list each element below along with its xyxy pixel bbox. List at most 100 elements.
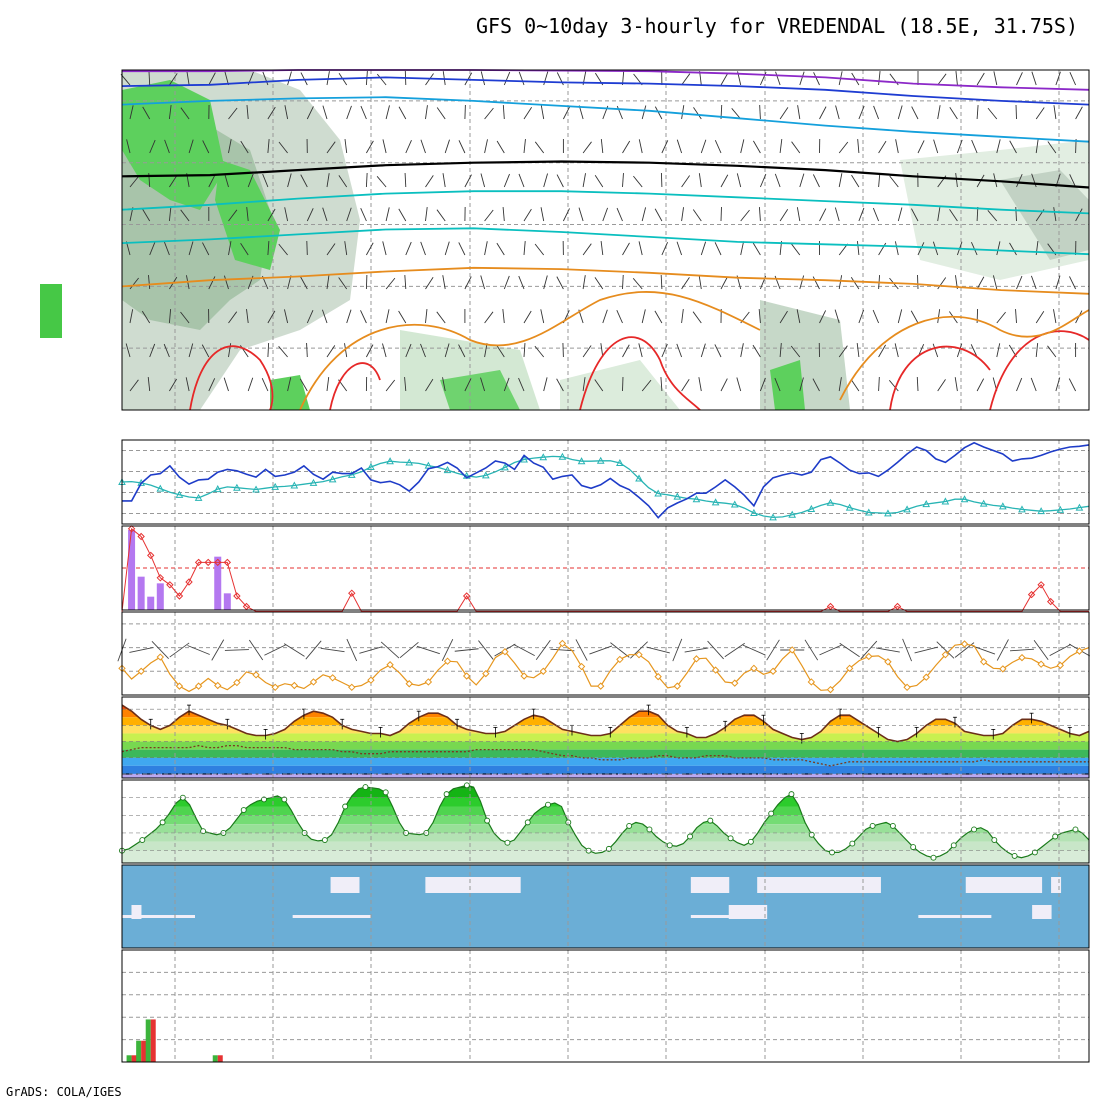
wind-barb (660, 274, 663, 290)
cloud-cell-high (1022, 877, 1033, 893)
wind-barb (322, 105, 328, 120)
wind-barb (503, 275, 510, 290)
wind-barb (916, 376, 919, 392)
wind-barb (267, 139, 270, 154)
cloud-cell-high (984, 877, 995, 893)
wind-barb (693, 107, 702, 120)
wind-barb (594, 379, 604, 392)
chart-title: GFS 0~10day 3-hourly for VREDENDAL (18.5… (476, 14, 1078, 38)
wind-barb (169, 642, 190, 658)
wind-barb (385, 207, 390, 222)
wind-barb (889, 175, 899, 188)
wind-speed-marker (558, 639, 567, 648)
rh-marker (788, 791, 795, 798)
cloud-cell-high (482, 877, 493, 893)
wind-barb (398, 106, 407, 120)
cloud-cell-mid (728, 905, 739, 919)
wind-barb (878, 71, 881, 86)
wind-barb (1016, 174, 1023, 188)
wind-barb (142, 106, 151, 120)
lifted-index-marker (204, 558, 212, 567)
wind-speed-marker (443, 657, 452, 665)
wind-barb (346, 638, 358, 662)
thickness-marker (769, 513, 777, 521)
wind-barb (681, 379, 690, 392)
wind-speed-marker (405, 680, 413, 688)
wind-barb (799, 377, 804, 392)
wind-barb (578, 207, 584, 222)
wind-barb (1055, 377, 1061, 392)
temperature-contour (189, 345, 274, 411)
cloud-cell-high (425, 877, 436, 893)
wind-barb (720, 276, 728, 290)
cloud-background (122, 865, 1089, 948)
wind-barb (188, 241, 194, 256)
panel-frame (121, 949, 1090, 1063)
wind-barb (180, 107, 190, 120)
wind-barb (338, 277, 348, 290)
cloud-cell-high (709, 877, 720, 893)
wind-barb (405, 140, 412, 154)
rh-marker (950, 842, 957, 849)
wind-barb (681, 277, 690, 290)
wind-barb (300, 72, 308, 86)
temperature-contour (121, 160, 1090, 189)
wind-barb (684, 647, 709, 653)
wind-barb (819, 310, 827, 324)
wind-barb (937, 277, 947, 290)
wind-barb (681, 105, 685, 120)
wind-barb (630, 641, 648, 659)
wind-speed-marker (386, 661, 394, 669)
wind-barb (700, 241, 707, 256)
wind-barb (398, 208, 407, 222)
lifted-index-marker (1027, 590, 1036, 599)
cloud-cell-mid (292, 915, 371, 918)
rh-marker (646, 826, 653, 833)
wind-barb (149, 343, 156, 358)
wind-barb (937, 309, 941, 324)
wind-speed-marker (711, 666, 720, 674)
wind-barb (444, 139, 450, 154)
precip-panel (121, 949, 1090, 1063)
wind-barb (976, 276, 985, 290)
wind-speed-marker (616, 655, 624, 664)
wind-barb (385, 379, 396, 392)
wind-barb (326, 345, 336, 358)
wind-barb (752, 242, 761, 256)
wind-barb (267, 310, 276, 324)
panel-frame (121, 779, 1090, 864)
wind-barb (622, 344, 630, 358)
wind-barb (1016, 72, 1023, 86)
wind-barb (149, 139, 156, 154)
wind-barb (707, 640, 724, 660)
cape-bar (214, 556, 222, 610)
wind-barb (306, 106, 314, 120)
rh-marker (1031, 849, 1038, 856)
wind-barb (458, 140, 466, 154)
wind-barb (267, 208, 276, 222)
wind-barb (937, 105, 941, 120)
thickness-marker (577, 457, 586, 465)
wind-speed-marker (367, 676, 375, 684)
cape-bar (223, 593, 231, 610)
panel-frame (121, 439, 1090, 525)
wind-barb (641, 309, 646, 324)
wind-speed-marker (922, 673, 930, 681)
wind-speed-marker (328, 674, 337, 682)
cloud-cell-high (719, 877, 730, 893)
wind-barb (562, 208, 570, 222)
wind-speed-marker (520, 672, 528, 680)
temperature-contour (121, 76, 1090, 106)
wind-barb (654, 310, 663, 324)
wind-barb (582, 141, 592, 154)
wind-barb (148, 275, 151, 290)
wind-speed-marker (424, 678, 433, 686)
wind-barb (858, 105, 865, 120)
wind-barb (838, 377, 842, 392)
wind-barb (797, 105, 801, 120)
wind-barb (326, 71, 330, 86)
wind-barb (888, 379, 899, 392)
wind-barb (700, 139, 707, 154)
temp-band (122, 773, 1089, 778)
wind-speed-marker (845, 664, 854, 673)
